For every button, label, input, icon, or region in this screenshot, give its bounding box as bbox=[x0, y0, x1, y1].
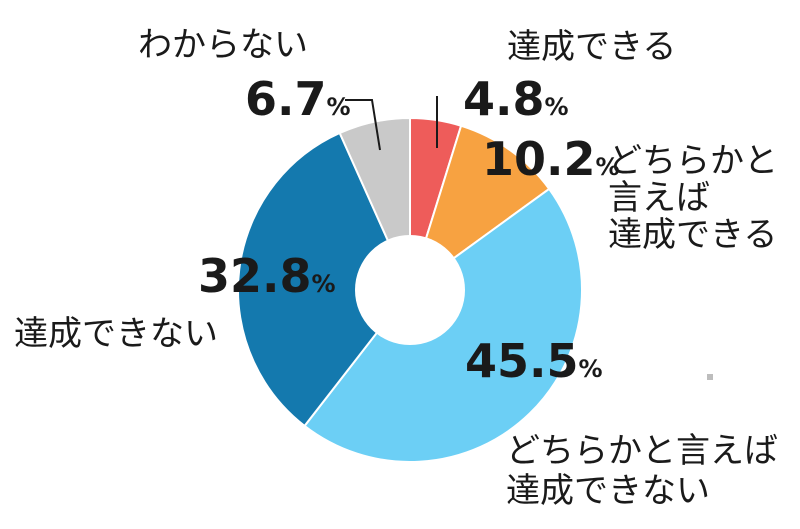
category-label-tassei-dekinai: 達成できない bbox=[14, 314, 218, 354]
leader-line-wakaranai bbox=[345, 99, 381, 151]
value-label-wakaranai: 6.7% bbox=[245, 72, 351, 126]
value-label-dochiraka-tassei-dekiru: 10.2% bbox=[482, 132, 620, 186]
category-label-tassei-dekiru: 達成できる bbox=[507, 27, 676, 67]
decorative-dot bbox=[707, 374, 713, 380]
value-label-dochiraka-tassei-dekinai: 45.5% bbox=[465, 334, 603, 388]
category-label-wakaranai: わからない bbox=[138, 25, 308, 65]
slice-tassei-dekinai bbox=[237, 131, 412, 428]
donut-hole bbox=[355, 235, 465, 345]
category-label-dochiraka-tassei-dekinai: どちらかと言えば 達成できない bbox=[506, 431, 789, 511]
value-label-tassei-dekiru: 4.8% bbox=[463, 72, 569, 126]
category-label-dochiraka-tassei-dekiru: どちらかと 言えば 達成できる bbox=[608, 141, 789, 255]
value-label-tassei-dekinai: 32.8% bbox=[198, 249, 336, 303]
